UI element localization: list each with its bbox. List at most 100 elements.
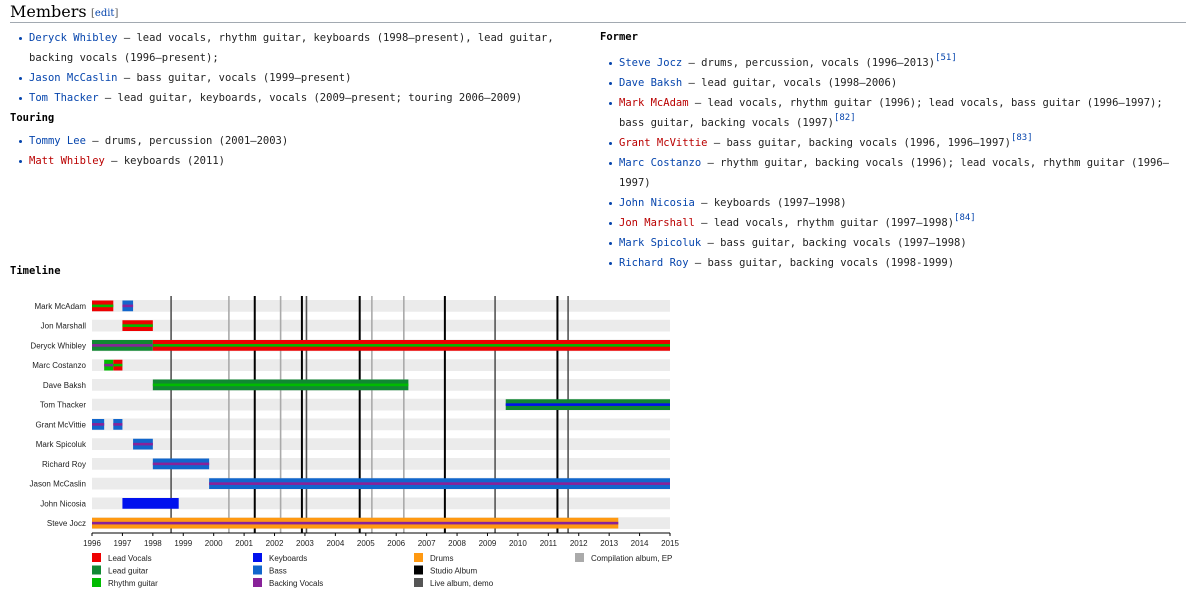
member-roles: – bass guitar, backing vocals (1997–1998… <box>701 237 967 249</box>
edit-link[interactable]: edit <box>94 8 115 19</box>
member-roles: – keyboards (1997–1998) <box>694 197 847 209</box>
timeline-bar <box>122 498 179 509</box>
member-item: Dave Baksh – lead guitar, vocals (1998–2… <box>600 73 1186 93</box>
timeline-row-label: Marc Costanzo <box>32 361 86 370</box>
timeline-row-label: Steve Jocz <box>47 519 86 528</box>
member-link[interactable]: Mark Spicoluk <box>619 237 702 249</box>
legend-label: Keyboards <box>269 554 307 563</box>
former-members-column: Former Steve Jocz – drums, percussion, v… <box>600 27 1186 273</box>
member-item: Richard Roy – bass guitar, backing vocal… <box>600 253 1186 273</box>
x-tick-label: 2002 <box>266 539 284 548</box>
citation-link[interactable]: [51] <box>935 53 957 63</box>
current-members-column: Deryck Whibley – lead vocals, rhythm gui… <box>10 28 595 171</box>
row-stripe <box>92 359 670 371</box>
x-tick-label: 2000 <box>205 539 223 548</box>
member-roles: – lead vocals, rhythm guitar, keyboards … <box>29 32 554 64</box>
member-link[interactable]: Mark McAdam <box>619 97 689 109</box>
legend-swatch <box>92 578 101 587</box>
x-tick-label: 2011 <box>540 539 558 548</box>
member-item: Marc Costanzo – rhythm guitar, backing v… <box>600 153 1186 193</box>
x-tick-label: 2010 <box>509 539 527 548</box>
timeline-bar-inner <box>133 442 153 446</box>
legend-swatch <box>253 553 262 562</box>
member-link[interactable]: John Nicosia <box>619 197 695 209</box>
x-tick-label: 1998 <box>144 539 162 548</box>
member-item: Steve Jocz – drums, percussion, vocals (… <box>600 53 1186 73</box>
current-members-list: Deryck Whibley – lead vocals, rhythm gui… <box>10 28 595 108</box>
member-link[interactable]: Tom Thacker <box>29 92 99 104</box>
member-link[interactable]: Tommy Lee <box>29 135 86 147</box>
member-link[interactable]: Marc Costanzo <box>619 157 702 169</box>
timeline-row-label: John Nicosia <box>40 499 86 508</box>
member-roles: – bass guitar, backing vocals (1996, 199… <box>707 137 1011 149</box>
member-roles: – lead vocals, rhythm guitar (1996); lea… <box>619 97 1163 129</box>
citation-link[interactable]: [83] <box>1010 133 1033 143</box>
edit-link-wrapper: [edit] <box>91 8 118 19</box>
x-tick-label: 2007 <box>418 539 436 548</box>
timeline-chart: Mark McAdam Jon Marshall Deryck Whibley Mar… <box>30 296 679 588</box>
legend-label: Backing Vocals <box>269 579 323 588</box>
legend-label: Bass <box>269 567 287 576</box>
row-stripe <box>92 497 670 510</box>
member-link[interactable]: Steve Jocz <box>619 57 683 69</box>
member-link[interactable]: Jason McCaslin <box>29 72 118 84</box>
timeline-row-label: Mark Spicoluk <box>36 440 87 449</box>
legend-swatch <box>92 565 101 575</box>
member-link[interactable]: Grant McVittie <box>619 137 708 149</box>
timeline-bar-inner <box>122 324 153 327</box>
x-tick-label: 1999 <box>174 539 192 548</box>
timeline-bar-inner <box>113 363 123 367</box>
x-tick-label: 2006 <box>387 539 405 548</box>
member-item: Tommy Lee – drums, percussion (2001–2003… <box>10 131 595 151</box>
legend-label: Rhythm guitar <box>108 579 158 588</box>
timeline-bar-inner <box>122 304 134 308</box>
section-heading: Members [edit] <box>10 2 1186 23</box>
citation-link[interactable]: [84] <box>954 213 976 223</box>
member-link[interactable]: Richard Roy <box>619 257 689 269</box>
x-tick-label: 2009 <box>479 539 497 548</box>
timeline-row-label: Jason McCaslin <box>30 480 86 489</box>
member-item: Jason McCaslin – bass guitar, vocals (19… <box>10 68 595 88</box>
member-roles: – bass guitar, vocals (1999–present) <box>117 72 352 84</box>
row-stripe <box>92 418 670 431</box>
timeline-bar-inner <box>92 521 619 525</box>
timeline-row-label: Jon Marshall <box>41 322 87 331</box>
x-tick-label: 2008 <box>448 539 466 548</box>
timeline-heading: Timeline <box>10 265 61 277</box>
member-item: Jon Marshall – lead vocals, rhythm guita… <box>600 213 1186 233</box>
member-item: Tom Thacker – lead guitar, keyboards, vo… <box>10 88 595 108</box>
member-item: Grant McVittie – bass guitar, backing vo… <box>600 133 1186 153</box>
x-tick-label: 1996 <box>83 539 101 548</box>
former-heading: Former <box>600 31 638 43</box>
member-link[interactable]: Deryck Whibley <box>29 32 118 44</box>
row-stripe <box>92 300 670 312</box>
x-tick-label: 2015 <box>661 539 679 548</box>
member-item: Matt Whibley – keyboards (2011) <box>10 151 595 171</box>
member-roles: – lead vocals, rhythm guitar (1997–1998) <box>694 217 955 229</box>
member-link[interactable]: Dave Baksh <box>619 77 683 89</box>
x-tick-label: 2001 <box>235 539 253 548</box>
legend-label: Drums <box>430 554 454 563</box>
legend-swatch <box>92 553 101 562</box>
timeline-bar-inner <box>209 482 671 485</box>
member-item: Deryck Whibley – lead vocals, rhythm gui… <box>10 28 595 68</box>
legend-swatch <box>575 553 584 562</box>
edit-bracket-close: ] <box>114 8 119 19</box>
timeline-row-label: Mark McAdam <box>34 302 86 311</box>
legend-swatch <box>253 565 262 575</box>
legend-label: Lead guitar <box>108 567 148 576</box>
timeline-bar-inner <box>92 423 105 426</box>
member-link[interactable]: Jon Marshall <box>619 217 695 229</box>
x-tick-label: 2005 <box>357 539 375 548</box>
timeline-row-label: Grant McVittie <box>35 420 86 429</box>
x-tick-label: 2003 <box>296 539 314 548</box>
row-stripe <box>92 458 670 470</box>
legend-label: Compilation album, EP <box>591 554 672 563</box>
citation-link[interactable]: [82] <box>833 113 856 123</box>
touring-heading: Touring <box>10 112 55 124</box>
member-roles: – lead guitar, vocals (1998–2006) <box>682 77 898 89</box>
member-link[interactable]: Matt Whibley <box>29 155 105 167</box>
legend-swatch <box>414 578 423 587</box>
legend-label: Live album, demo <box>430 579 494 588</box>
x-tick-label: 2013 <box>600 539 618 548</box>
